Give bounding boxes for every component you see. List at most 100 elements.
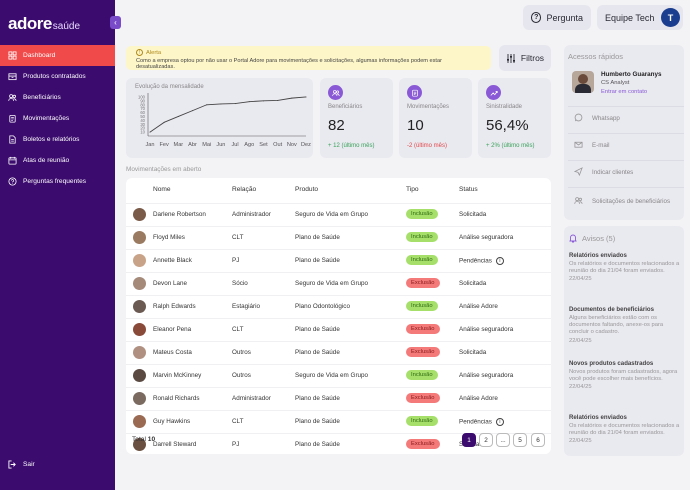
cs-contact: Humberto Guaranys CS Analyst Entrar em c… [572,71,662,95]
x-tick-label: Jul [232,142,239,148]
chart-title: Evolução da mensalidade [135,84,204,90]
page-button[interactable]: 2 [479,433,493,447]
type-badge: Inclusão [406,301,438,311]
table-row[interactable]: Guy Hawkins CLT Plano de Saúde Inclusão Pend… [126,410,551,432]
notice-item[interactable]: Relatórios enviados Os relatórios e docum… [569,414,681,444]
page-button[interactable]: 5 [513,433,527,447]
cell-product: Plano de Saúde [295,441,340,448]
notice-title: Relatórios enviados [569,414,627,421]
cell-relation: Sócio [232,280,248,287]
notices-title: Avisos (5) [582,234,616,243]
page-button[interactable]: 1 [462,433,476,447]
x-tick-label: Fev [160,142,170,148]
sidebar-item-beneficiarios[interactable]: Beneficiários [0,87,115,108]
column-header[interactable]: Nome [153,186,171,193]
notice-item[interactable]: Novos produtos cadastrados Novos produtos… [569,360,681,390]
sidebar-item-perguntas-frequentes[interactable]: Perguntas frequentes [0,171,115,192]
contact-link[interactable]: Entrar em contato [601,89,648,95]
column-header[interactable]: Tipo [406,186,419,193]
table-header: Nome Relação Produto Tipo Status [126,184,551,198]
column-header[interactable]: Status [459,186,478,193]
users-icon [8,93,17,102]
table-row[interactable]: Ronald Richards Administrador Plano de Saú… [126,387,551,409]
quick-access-item[interactable]: E-mail [568,133,684,157]
type-badge: Inclusão [406,255,438,265]
logout-button[interactable]: Sair [8,460,35,469]
info-icon[interactable]: i [495,418,504,426]
data-point [206,104,208,106]
quick-access-label: Whatsapp [592,114,620,122]
quick-access-item[interactable]: Solicitações de beneficiários [568,187,684,215]
cell-product: Plano de Saúde [295,234,340,241]
quick-access-label: Indicar clientes [592,168,634,176]
sidebar-item-produtos-contratados[interactable]: Produtos contratados [0,66,115,87]
table-row[interactable]: Ralph Edwards Estagiário Plano Odontológic… [126,295,551,317]
data-point [149,131,151,133]
table-row[interactable]: Floyd Miles CLT Plano de Saúde Inclusão Anál… [126,226,551,248]
type-badge: Exclusão [406,324,440,334]
table-row[interactable]: Annette Black PJ Plano de Saúde Inclusão Pen… [126,249,551,271]
notice-item[interactable]: Documentos de beneficiários Alguns benefi… [569,306,681,344]
cell-relation: CLT [232,234,244,241]
collapse-sidebar-button[interactable]: ‹ [110,16,121,29]
brand-logo[interactable]: adore saúde [8,14,80,34]
column-header[interactable]: Relação [232,186,257,193]
cell-name: Devon Lane [153,280,187,287]
quick-access-item[interactable]: Whatsapp [568,106,684,130]
table-row[interactable]: Mateus Costa Outros Plano de Saúde Exclusão… [126,341,551,363]
status-text: Análise seguradora [459,372,514,379]
cell-product: Seguro de Vida em Grupo [295,211,369,218]
sidebar-nav: Dashboard Produtos contratados Beneficiári… [0,45,115,192]
page-button[interactable]: 6 [531,433,545,447]
cell-product: Plano de Saúde [295,349,340,356]
sidebar: adore saúde Dashboard Produtos contratado… [0,0,115,490]
quick-access-item[interactable]: Indicar clientes [568,160,684,184]
sidebar-item-dashboard[interactable]: Dashboard [0,45,115,66]
team-menu-button[interactable]: Equipe Tech T [597,5,683,30]
notice-item[interactable]: Relatórios enviados Os relatórios e docum… [569,252,681,282]
document-icon [8,135,17,144]
quick-access-label: E-mail [592,141,610,149]
status-text: Solicitada [459,211,487,218]
notice-title: Novos produtos cadastrados [569,360,654,367]
status-text: Solicitada [459,280,487,287]
open-movements-title: Movimentações em aberto [126,166,202,173]
type-badge: Inclusão [406,209,438,219]
table-row[interactable]: Marvin McKinney Outros Seguro de Vida em G… [126,364,551,386]
question-icon [8,177,17,186]
avatar [133,208,146,221]
column-header[interactable]: Produto [295,186,319,193]
alert-text: Como a empresa optou por não usar o Port… [136,58,442,70]
sidebar-item-boletos-e-relatorios[interactable]: Boletos e relatórios [0,129,115,150]
cell-relation: Administrador [232,395,271,402]
data-point [177,115,179,117]
avatar [133,254,146,267]
table-row[interactable]: Devon Lane Sócio Seguro de Vida em Grupo Ex… [126,272,551,294]
avatar [133,392,146,405]
avatar [133,277,146,290]
sidebar-item-label: Beneficiários [23,94,61,101]
series-line [149,96,307,133]
page-button[interactable]: ... [496,433,510,447]
table-row[interactable]: Darlene Robertson Administrador Seguro de … [126,203,551,225]
clipboard-icon [8,114,17,123]
sidebar-item-label: Movimentações [23,115,70,122]
alert-banner: ! Alerta Como a empresa optou por não us… [126,46,491,70]
total-label: Total [132,436,146,443]
sidebar-item-atas-de-reuniao[interactable]: Atas de reunião [0,150,115,171]
table-row[interactable]: Eleanor Pena CLT Plano de Saúde Exclusão Aná… [126,318,551,340]
y-tick-label: 100 [138,94,146,99]
help-button[interactable]: ? Pergunta [523,5,591,30]
stat-delta: -2 (último mês) [407,143,448,149]
cell-name: Marvin McKinney [153,372,202,379]
sidebar-item-movimentacoes[interactable]: Movimentações [0,108,115,129]
chevron-left-icon: ‹ [114,18,117,27]
logout-icon [8,460,17,469]
data-point [262,100,264,102]
info-icon[interactable]: i [495,257,504,265]
filter-button[interactable]: Filtros [499,45,551,71]
users-icon [574,196,592,207]
cell-relation: CLT [232,418,244,425]
calendar-icon [8,156,17,165]
